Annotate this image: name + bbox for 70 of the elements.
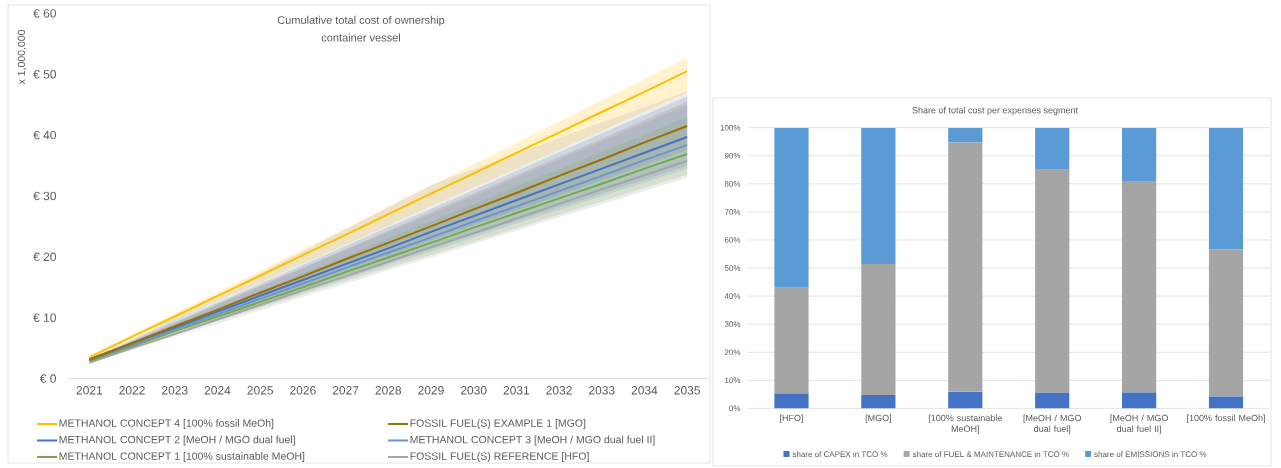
- bar: [1035, 127, 1070, 170]
- y-tick-label: 80%: [724, 181, 741, 187]
- y-tick-label: € 40: [33, 130, 57, 140]
- legend-label: share of FUEL & MAINTENANCE in TCO %: [912, 451, 1069, 458]
- bar: [948, 142, 983, 392]
- bar: [948, 391, 983, 409]
- y-tick-label: 0%: [729, 405, 741, 412]
- y-tick-label: 50%: [724, 265, 741, 271]
- legend-label: FOSSIL FUEL(S) EXAMPLE 1 [MGO]: [410, 419, 586, 429]
- bar: [1208, 396, 1244, 409]
- x-tick-label: 2027: [332, 386, 359, 395]
- y-tick-label: 90%: [724, 152, 741, 159]
- bar: [948, 127, 983, 143]
- y-tick-label: 40%: [724, 293, 741, 299]
- text: container vessel: [321, 33, 400, 42]
- x-tick-label: 2022: [119, 386, 145, 395]
- x-tick-label: 2034: [631, 386, 658, 395]
- x-tick-label: [HFO]: [780, 414, 803, 423]
- bar: [861, 264, 896, 395]
- bar: [1122, 392, 1157, 409]
- bar: [861, 127, 896, 265]
- y-tick-label: € 10: [33, 313, 57, 322]
- bar: [774, 287, 809, 394]
- y-axis-title: x 1,000,000: [17, 29, 27, 85]
- y-tick-label: € 0: [39, 374, 57, 383]
- x-tick-label: 2023: [162, 386, 188, 395]
- y-tick-label: € 20: [33, 252, 57, 262]
- legend-label: share of CAPEX in TCO %: [792, 451, 888, 458]
- y-tick-label: € 60: [33, 9, 57, 18]
- y-tick-label: € 50: [33, 70, 57, 79]
- y-tick-label: 30%: [724, 321, 741, 328]
- x-tick-label: [MeOH / MGO dual fuel]: [1023, 414, 1082, 434]
- x-tick-label: [MeOH / MGO dual fuel II]: [1110, 414, 1168, 434]
- bar: [1208, 127, 1244, 250]
- bar: [1122, 127, 1157, 182]
- chart-title: Share of total cost per expenses segment: [912, 106, 1078, 116]
- x-tick-label: 2024: [204, 386, 231, 395]
- bar: [1035, 392, 1070, 409]
- x-tick-label: 2021: [76, 386, 103, 395]
- legend-label: METHANOL CONCEPT 3 [MeOH / MGO dual fuel II]: [410, 435, 655, 446]
- x-tick-label: 2035: [674, 386, 700, 395]
- legend-label: FOSSIL FUEL(S) REFERENCE [HFO]: [410, 452, 589, 462]
- bar: [774, 127, 809, 288]
- y-tick-label: 20%: [724, 349, 741, 356]
- x-tick-label: 2028: [375, 386, 402, 395]
- x-tick-label: 2030: [460, 386, 487, 395]
- y-tick-label: € 30: [33, 191, 57, 201]
- bar: [1122, 181, 1157, 393]
- legend-label: METHANOL CONCEPT 1 [100% sustainable MeOH]: [59, 452, 305, 462]
- y-tick-label: 10%: [725, 377, 741, 384]
- x-tick-label: 2025: [247, 386, 273, 395]
- bar: [1035, 169, 1070, 393]
- bar: [774, 393, 809, 409]
- bar: [861, 394, 896, 409]
- chart-title: Cumulative total cost of ownership: [277, 15, 445, 27]
- y-tick-label: 70%: [724, 209, 741, 215]
- x-tick-label: 2026: [290, 386, 316, 395]
- bar: [1208, 249, 1244, 397]
- x-tick-label: [100% sustainable MeOH]: [928, 414, 1002, 434]
- x-tick-label: 2033: [589, 386, 615, 395]
- x-tick-label: [MGO]: [865, 414, 891, 423]
- y-tick-label: 60%: [724, 237, 741, 243]
- x-tick-label: 2032: [546, 386, 572, 395]
- legend-label: METHANOL CONCEPT 2 [MeOH / MGO dual fuel]: [59, 435, 295, 446]
- legend-label: METHANOL CONCEPT 4 [100% fossil MeOh]: [59, 419, 274, 429]
- x-tick-label: 2029: [418, 386, 444, 395]
- x-tick-label: [100% fossil MeOh]: [1187, 414, 1265, 423]
- y-tick-label: 100%: [720, 124, 741, 131]
- legend-label: share of EMISSIONS in TCO %: [1094, 451, 1207, 458]
- x-tick-label: 2031: [503, 386, 530, 395]
